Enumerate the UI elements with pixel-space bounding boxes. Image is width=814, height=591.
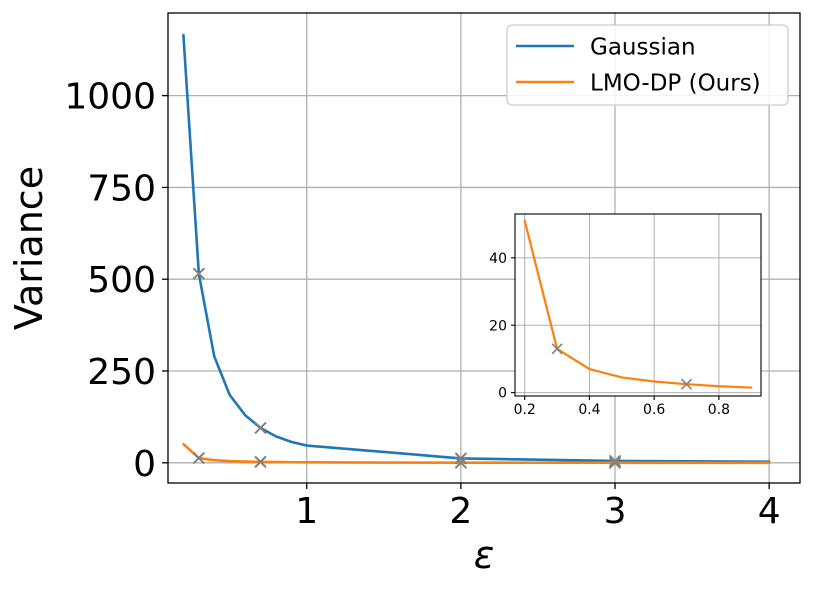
data-marker-x [608,454,622,468]
series-line-inset-0 [523,219,753,389]
y-tick-label: 750 [87,168,156,209]
series-group [523,219,753,389]
data-marker-x [192,267,206,280]
data-marker-x [680,378,693,390]
marker-stroke [254,421,267,435]
x-tick-label: 3 [604,491,627,532]
data-marker-x [254,455,267,469]
y-tick-label: 250 [87,352,156,393]
x-axis-title: ε [474,533,495,577]
legend-label: LMO-DP (Ours) [590,71,761,97]
marker-stroke [454,452,468,465]
data-marker-x [254,421,267,435]
marker-stroke [608,456,622,469]
y-tick-label: 1000 [64,77,156,118]
marker-stroke [192,267,206,280]
y-tick-label: 20 [489,318,507,334]
marker-stroke [551,343,563,355]
plot-frame [514,213,762,397]
series-line-lmo-dp-ours [182,442,771,465]
y-tick-label: 500 [87,260,156,301]
data-marker-x [192,451,206,465]
legend-label: Gaussian [590,35,696,61]
series-line-gaussian [182,33,771,464]
marker-stroke [254,455,267,469]
y-axis-title: Variance [7,166,51,330]
inset-plot: 0.2 0.4 0.6 0.8 0 20 40 [489,213,762,418]
x-tick-label: 0.6 [643,402,665,418]
x-tick-label: 0.4 [578,402,600,418]
data-marker-x [551,343,563,355]
x-tick-label: 0.2 [514,402,536,418]
x-tick-label: 0.8 [708,402,730,418]
x-tick-label: 4 [758,491,781,532]
series-group [182,33,771,465]
marker-stroke [608,454,622,468]
legend-box [506,24,789,106]
data-marker-x [454,452,468,465]
marker-stroke [680,378,693,390]
plot-area-background [515,214,761,396]
data-marker-x [454,456,468,469]
legend: Gaussian LMO-DP (Ours) [506,24,789,106]
marker-stroke [192,451,206,465]
marker-stroke [454,456,468,469]
y-tick-label: 40 [489,251,507,267]
x-tick-label: 2 [449,491,472,532]
y-tick-label: 0 [498,386,507,402]
x-tick-label: 1 [295,491,318,532]
plot-frame [167,12,801,484]
y-tick-label: 0 [133,444,156,485]
data-marker-x [608,456,622,469]
